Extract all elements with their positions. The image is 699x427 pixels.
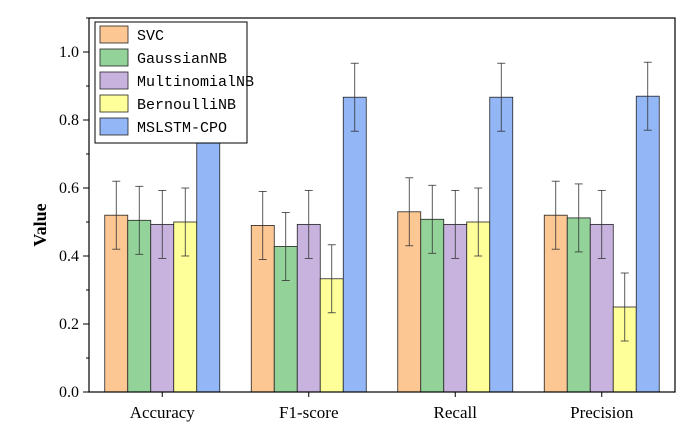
y-tick-label: 0.8 — [59, 112, 79, 129]
legend-label: MSLSTM-CPO — [137, 120, 227, 137]
y-tick-label: 0.6 — [59, 180, 79, 197]
legend-swatch-svc — [99, 25, 129, 44]
bar-mslstm-cpo-precision — [635, 95, 660, 393]
y-tick-label: 0.0 — [59, 384, 79, 401]
legend-label: GaussianNB — [137, 51, 227, 68]
bar-mslstm-cpo-f1-score — [342, 96, 367, 393]
legend-swatch-gaussiannb — [99, 48, 129, 67]
y-axis-label: Value — [30, 203, 50, 246]
y-tick-label: 0.2 — [59, 316, 79, 333]
plot-frame — [88, 17, 676, 393]
x-tick-label: F1-score — [279, 403, 338, 422]
y-tick-label: 1.0 — [59, 44, 79, 61]
y-tick-label: 0.4 — [59, 248, 79, 265]
bar-mslstm-cpo-recall — [489, 96, 514, 393]
legend-label: SVC — [137, 28, 164, 45]
legend-swatch-mslstm-cpo — [99, 117, 129, 136]
x-tick-label: Precision — [570, 403, 634, 422]
legend-label: MultinomialNB — [137, 74, 254, 91]
legend-swatch-bernoullinb — [99, 94, 129, 113]
x-tick-label: Accuracy — [130, 403, 196, 422]
legend-label: BernoulliNB — [137, 97, 236, 114]
x-tick-label: Recall — [434, 403, 478, 422]
legend-swatch-multinomialnb — [99, 71, 129, 90]
